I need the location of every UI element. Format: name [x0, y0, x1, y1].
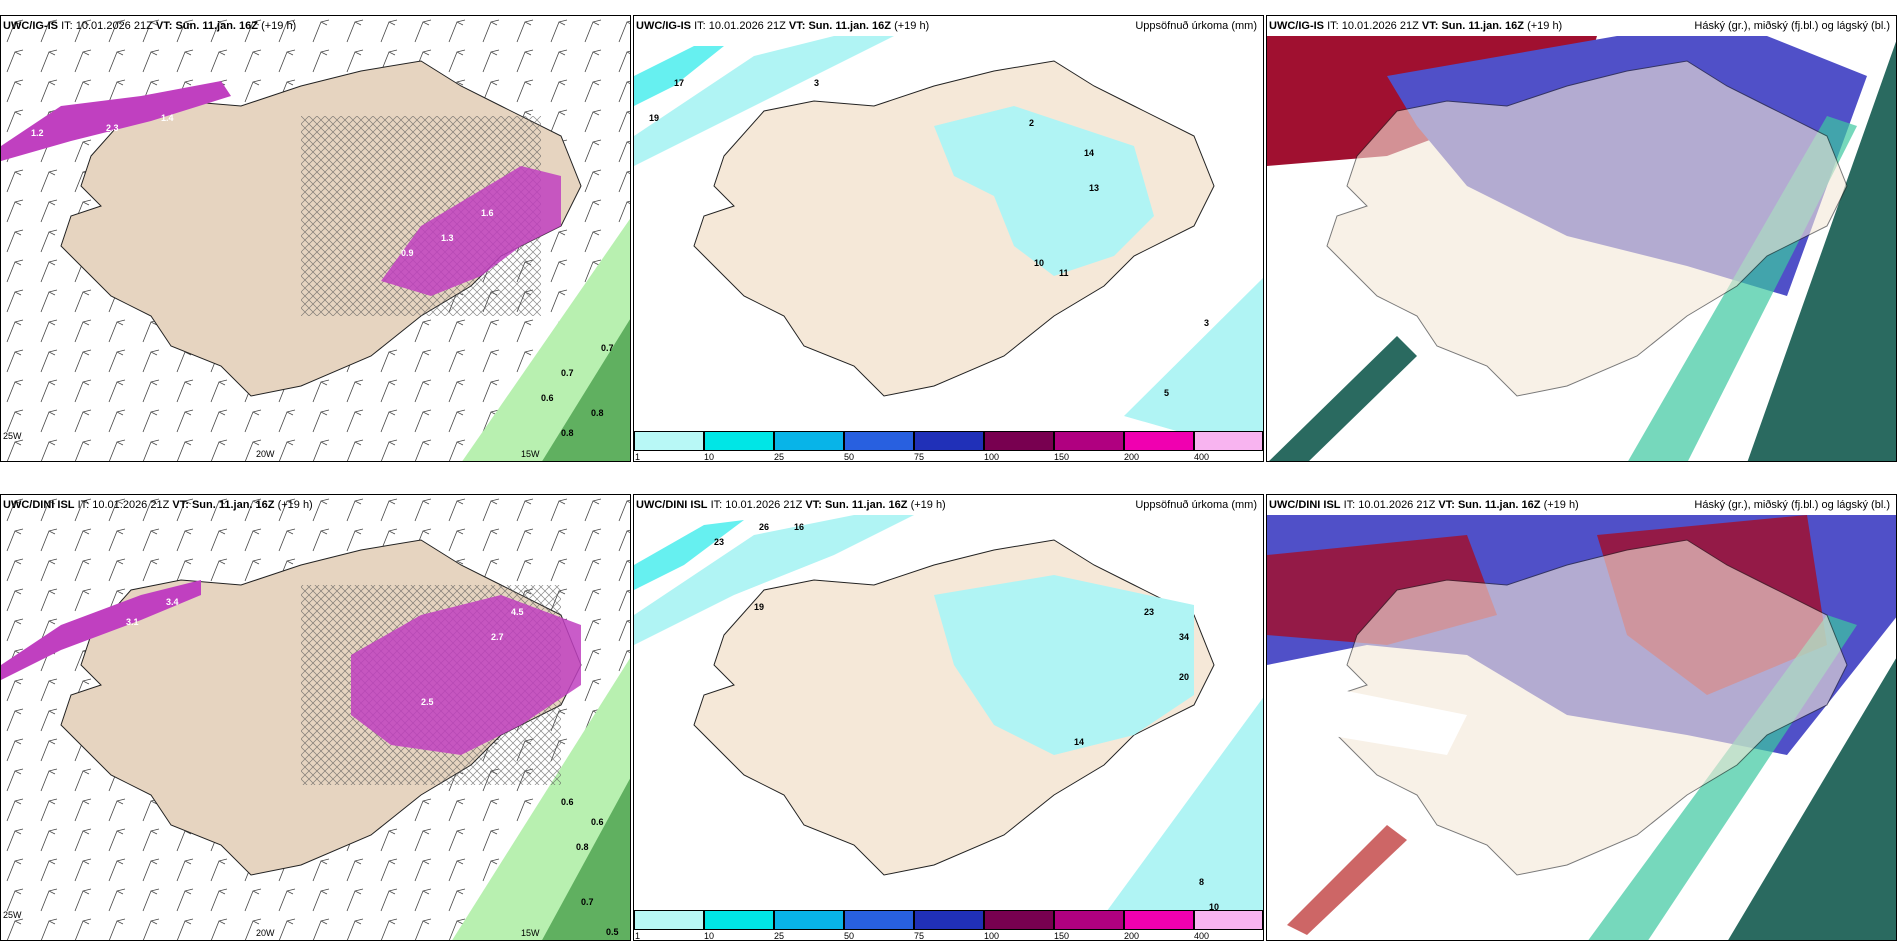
svg-text:23: 23: [714, 537, 724, 547]
svg-text:0.6: 0.6: [561, 797, 574, 807]
wind-barb-map: 3.1 3.4 4.5 2.7 2.5 0.6 0.6 0.8 0.7 0.5: [1, 495, 630, 940]
precip-map-dini: UWC/DINI ISL IT: 10.01.2026 21Z VT: Sun.…: [633, 494, 1264, 941]
legend-tick: 50: [844, 931, 855, 941]
lon-label: 20W: [256, 928, 275, 938]
svg-text:3: 3: [1204, 318, 1209, 328]
svg-text:0.7: 0.7: [581, 897, 594, 907]
svg-text:1.2: 1.2: [31, 128, 44, 138]
svg-text:26: 26: [759, 522, 769, 532]
lon-label: 20W: [256, 449, 275, 459]
cloud-title: Háský (gr.), miðský (fj.bl.) og lágský (…: [1694, 20, 1890, 32]
svg-text:14: 14: [1084, 148, 1094, 158]
svg-text:0.5: 0.5: [606, 927, 619, 937]
lon-label: 15W: [521, 928, 540, 938]
panel-header: UWC/IG-IS IT: 10.01.2026 21Z VT: Sun. 11…: [1269, 20, 1563, 32]
svg-text:2.7: 2.7: [491, 632, 504, 642]
svg-text:3.1: 3.1: [126, 617, 139, 627]
svg-text:8: 8: [1199, 877, 1204, 887]
legend-tick: 50: [844, 452, 855, 462]
legend-tick: 25: [774, 452, 785, 462]
cloud-map: [1267, 515, 1896, 940]
svg-text:0.7: 0.7: [561, 368, 574, 378]
legend-tick: 150: [1054, 931, 1070, 941]
legend-tick: 200: [1124, 452, 1140, 462]
svg-text:10: 10: [1034, 258, 1044, 268]
svg-text:0.8: 0.8: [591, 408, 604, 418]
precip-map: 23 26 16 19 23 34 20 14 8 10: [634, 515, 1263, 915]
svg-text:17: 17: [674, 78, 684, 88]
panel-header: UWC/IG-IS IT: 10.01.2026 21Z VT: Sun. 11…: [3, 20, 297, 32]
panel-header: UWC/DINI ISL IT: 10.01.2026 21Z VT: Sun.…: [3, 499, 313, 511]
svg-text:4.5: 4.5: [511, 607, 524, 617]
panel-header: UWC/IG-IS IT: 10.01.2026 21Z VT: Sun. 11…: [636, 20, 930, 32]
lat-label: 25W: [3, 431, 22, 441]
cloud-map: [1267, 36, 1896, 461]
precip-title: Uppsöfnuð úrkoma (mm): [1135, 499, 1257, 511]
cloud-title: Háský (gr.), miðský (fj.bl.) og lágský (…: [1694, 499, 1890, 511]
wind-barb-map: 1.2 2.3 1.4 0.9 1.3 1.6 0.7 0.6 0.8 0.8 …: [1, 16, 630, 461]
legend-tick: 100: [984, 931, 1000, 941]
snow-wind-map-igis: UWC/IG-IS IT: 10.01.2026 21Z VT: Sun. 11…: [0, 15, 631, 462]
svg-text:5: 5: [1164, 388, 1169, 398]
svg-text:3: 3: [814, 78, 819, 88]
svg-text:16: 16: [794, 522, 804, 532]
legend-tick: 400: [1194, 931, 1210, 941]
lon-label: 15W: [521, 449, 540, 459]
svg-text:3.4: 3.4: [166, 597, 179, 607]
svg-text:0.8: 0.8: [576, 842, 589, 852]
precip-legend: 1 10 25 50 75 100 150 200 400: [634, 910, 1263, 940]
svg-text:0.8: 0.8: [561, 428, 574, 438]
cloud-map-dini: UWC/DINI ISL IT: 10.01.2026 21Z VT: Sun.…: [1266, 494, 1897, 941]
precip-map-igis: UWC/IG-IS IT: 10.01.2026 21Z VT: Sun. 11…: [633, 15, 1264, 462]
svg-text:0.9: 0.9: [401, 248, 414, 258]
precip-title: Uppsöfnuð úrkoma (mm): [1135, 20, 1257, 32]
svg-text:14: 14: [1074, 737, 1084, 747]
legend-tick: 25: [774, 931, 785, 941]
legend-tick: 1: [635, 931, 641, 941]
legend-tick: 150: [1054, 452, 1070, 462]
svg-text:2.5: 2.5: [421, 697, 434, 707]
svg-text:1.4: 1.4: [161, 113, 174, 123]
svg-text:1.3: 1.3: [441, 233, 454, 243]
legend-tick: 75: [914, 452, 925, 462]
precip-map: 17 19 3 2 14 13 10 11 3 5: [634, 36, 1263, 436]
precip-legend: 1 10 25 50 75 100 150 200 400: [634, 431, 1263, 461]
legend-tick: 10: [704, 452, 715, 462]
svg-text:13: 13: [1089, 183, 1099, 193]
panel-header: UWC/DINI ISL IT: 10.01.2026 21Z VT: Sun.…: [636, 499, 946, 511]
svg-text:20: 20: [1179, 672, 1189, 682]
snow-wind-map-dini: UWC/DINI ISL IT: 10.01.2026 21Z VT: Sun.…: [0, 494, 631, 941]
legend-tick: 1: [635, 452, 641, 462]
legend-tick: 100: [984, 452, 1000, 462]
legend-tick: 400: [1194, 452, 1210, 462]
svg-text:23: 23: [1144, 607, 1154, 617]
svg-text:11: 11: [1059, 268, 1069, 278]
cloud-map-igis: UWC/IG-IS IT: 10.01.2026 21Z VT: Sun. 11…: [1266, 15, 1897, 462]
svg-text:0.6: 0.6: [591, 817, 604, 827]
lat-label: 25W: [3, 910, 22, 920]
svg-text:34: 34: [1179, 632, 1189, 642]
legend-tick: 75: [914, 931, 925, 941]
legend-tick: 10: [704, 931, 715, 941]
svg-text:19: 19: [649, 113, 659, 123]
svg-text:10: 10: [1209, 902, 1219, 912]
svg-text:19: 19: [754, 602, 764, 612]
panel-header: UWC/DINI ISL IT: 10.01.2026 21Z VT: Sun.…: [1269, 499, 1579, 511]
legend-tick: 200: [1124, 931, 1140, 941]
svg-text:2: 2: [1029, 118, 1034, 128]
svg-text:0.6: 0.6: [541, 393, 554, 403]
svg-text:0.7: 0.7: [601, 343, 614, 353]
svg-text:2.3: 2.3: [106, 123, 119, 133]
svg-text:1.6: 1.6: [481, 208, 494, 218]
